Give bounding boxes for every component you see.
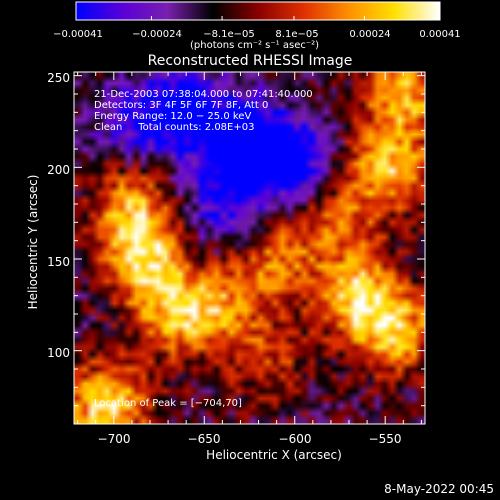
- colorbar-tick-label-1: −0.00024: [132, 29, 182, 40]
- x-tick-label-2: −600: [278, 432, 312, 446]
- annotation-clean-counts: Clean Total counts: 2.08E+03: [94, 122, 255, 133]
- colorbar-tick-label-3: 8.1e−05: [275, 29, 319, 40]
- annotation-time-range: 21-Dec-2003 07:38:04.000 to 07:41:40.000: [94, 89, 313, 100]
- colorbar-ticks: [75, 16, 441, 20]
- colorbar-gradient: [76, 2, 440, 20]
- colorbar: [75, 1, 441, 21]
- y-tick-label-0: 100: [47, 346, 70, 360]
- colorbar-tick-label-4: 0.00024: [349, 29, 391, 40]
- colorbar-tick-label-2: −8.1e−05: [203, 29, 255, 40]
- plot-frame: [73, 71, 426, 425]
- colorbar-tick-label-0: −0.00041: [53, 29, 103, 40]
- heatmap: [74, 72, 425, 424]
- x-tick-label-1: −650: [187, 432, 221, 446]
- x-tick-label-3: −550: [368, 432, 402, 446]
- chart-title: Reconstructed RHESSI Image: [147, 53, 353, 69]
- x-axis-label: Heliocentric X (arcsec): [206, 448, 342, 462]
- y-tick-label-2: 200: [47, 163, 70, 177]
- heatmap-image: [74, 72, 425, 424]
- colorbar-units: (photons cm⁻² s⁻¹ asec⁻²): [190, 40, 320, 51]
- colorbar-tick-label-5: 0.00041: [419, 29, 461, 40]
- y-tick-label-1: 150: [47, 255, 70, 269]
- annotation-energy-range: Energy Range: 12.0 − 25.0 keV: [94, 111, 252, 122]
- axis-ticks: [74, 72, 425, 424]
- y-axis-label: Heliocentric Y (arcsec): [26, 174, 40, 310]
- annotation-detectors: Detectors: 3F 4F 5F 6F 7F 8F, Att 0: [94, 100, 269, 111]
- x-tick-label-0: −700: [97, 432, 131, 446]
- footer-date: 8-May-2022 00:45: [384, 482, 494, 496]
- y-tick-label-3: 250: [47, 71, 70, 85]
- peak-location-label: Location of Peak = [−704,70]: [94, 398, 242, 409]
